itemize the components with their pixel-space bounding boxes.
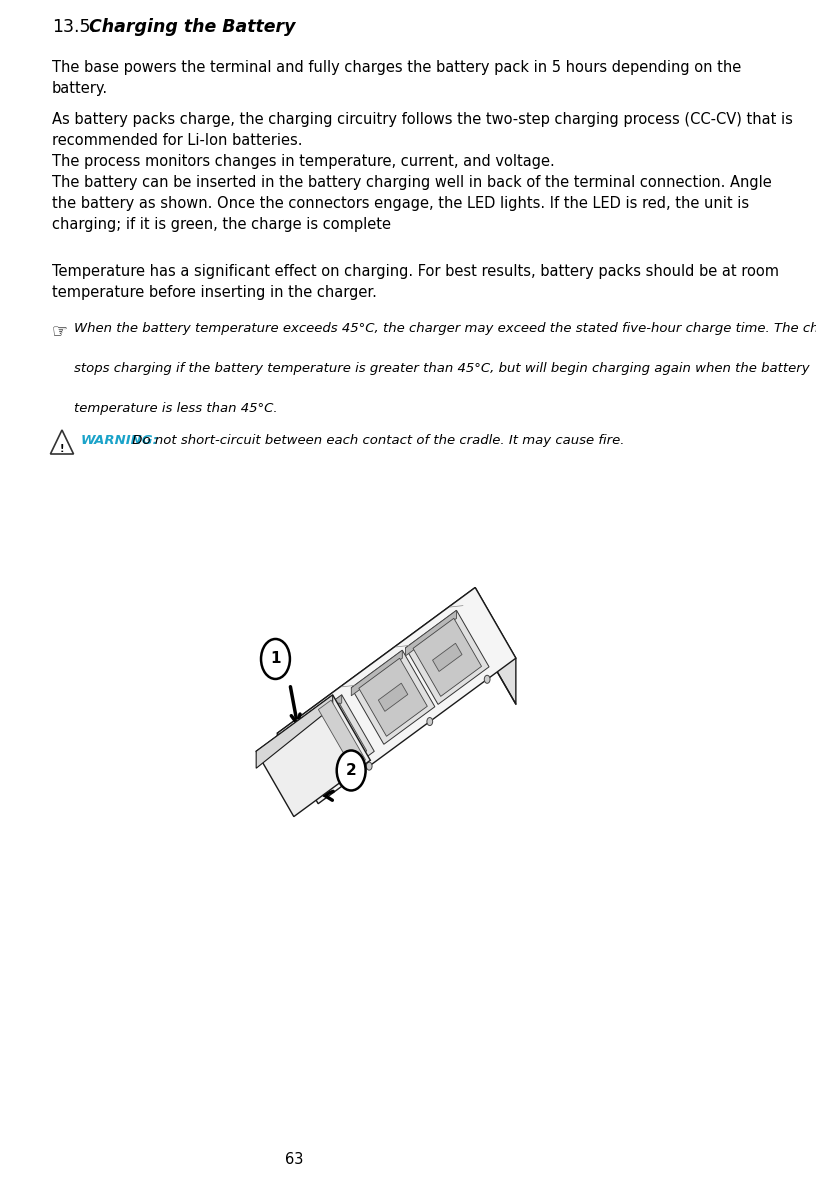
Polygon shape [432,644,462,671]
Polygon shape [318,700,366,769]
Text: !: ! [60,444,64,455]
Polygon shape [406,610,489,704]
Circle shape [261,639,290,679]
Text: ☞: ☞ [52,322,68,340]
Text: As battery packs charge, the charging circuitry follows the two-step charging pr: As battery packs charge, the charging ci… [52,112,792,232]
Polygon shape [277,588,516,803]
Polygon shape [256,695,333,769]
Polygon shape [359,658,428,737]
Polygon shape [299,703,366,781]
Text: The base powers the terminal and fully charges the battery pack in 5 hours depen: The base powers the terminal and fully c… [52,60,741,96]
Text: WARNING:: WARNING: [81,434,158,447]
Polygon shape [290,695,342,740]
Polygon shape [317,728,348,756]
Circle shape [484,675,490,683]
Polygon shape [256,695,370,816]
Polygon shape [352,650,402,696]
Text: 63: 63 [286,1152,304,1167]
Polygon shape [379,683,408,712]
Circle shape [366,762,372,770]
Text: 2: 2 [346,763,357,778]
Polygon shape [406,610,456,656]
Text: When the battery temperature exceeds 45°C, the charger may exceed the stated fiv: When the battery temperature exceeds 45°… [73,322,816,415]
Text: 1: 1 [270,651,281,666]
Polygon shape [352,650,435,744]
Polygon shape [277,588,475,779]
Polygon shape [413,619,481,696]
Circle shape [427,718,432,726]
Polygon shape [290,695,375,789]
Text: Do not short-circuit between each contact of the cradle. It may cause fire.: Do not short-circuit between each contac… [127,434,624,447]
Text: 13.5.: 13.5. [52,18,95,36]
Text: Temperature has a significant effect on charging. For best results, battery pack: Temperature has a significant effect on … [52,264,778,300]
Circle shape [337,751,366,790]
Text: Charging the Battery: Charging the Battery [90,18,296,36]
Polygon shape [475,588,516,704]
